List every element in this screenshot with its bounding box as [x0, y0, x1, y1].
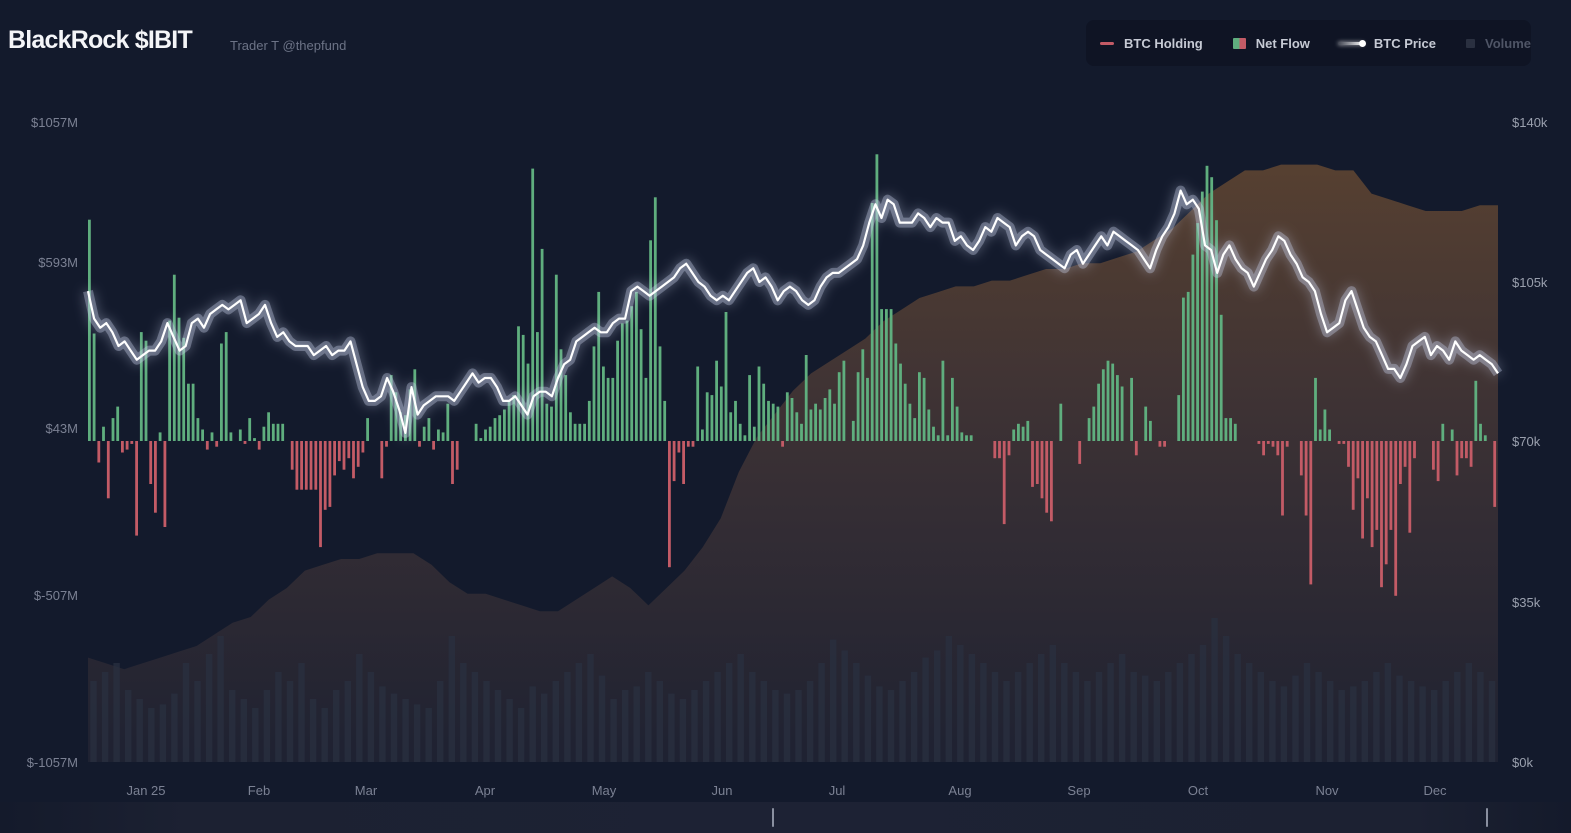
- left-axis-tick: $593M: [38, 255, 78, 270]
- x-axis-tick: Jul: [828, 783, 846, 798]
- x-axis-tick: Nov: [1315, 783, 1339, 798]
- btc-price-line: [83, 185, 1503, 438]
- x-axis-tick: Aug: [948, 783, 972, 798]
- legend-label: Net Flow: [1255, 35, 1310, 51]
- net-flow-bars: [88, 154, 1497, 596]
- x-axis-tick: Feb: [247, 783, 271, 798]
- legend-item-btc-price[interactable]: BTC Price: [1337, 35, 1437, 51]
- left-axis-tick: $-507M: [33, 588, 78, 603]
- legend-label: BTC Price: [1373, 35, 1437, 51]
- x-axis-tick: Mar: [354, 783, 378, 798]
- legend-label: BTC Holding: [1124, 35, 1203, 51]
- line-dot-swatch-icon: [1337, 39, 1366, 47]
- x-axis-tick: Apr: [474, 783, 496, 798]
- legend-label: Volume: [1485, 35, 1531, 51]
- left-axis-tick: $43M: [45, 421, 78, 436]
- volume-bars: [90, 618, 1496, 762]
- x-axis-tick: Dec: [1423, 783, 1447, 798]
- range-handle-left[interactable]: [772, 808, 774, 827]
- x-axis-tick: Jan 25: [126, 783, 166, 798]
- right-axis-tick: $0k: [1512, 755, 1533, 770]
- x-axis-tick: Oct: [1187, 783, 1209, 798]
- range-handle-right[interactable]: [1486, 808, 1488, 827]
- legend-item-btc-holding[interactable]: BTC Holding: [1100, 36, 1203, 51]
- legend-item-volume[interactable]: Volume: [1466, 36, 1531, 51]
- legend-item-net-flow[interactable]: Net Flow: [1232, 35, 1310, 51]
- left-axis-tick: $-1057M: [26, 755, 78, 770]
- right-axis-tick: $105k: [1512, 275, 1548, 290]
- left-axis-tick: $1057M: [31, 115, 78, 130]
- right-axis-tick: $140k: [1512, 115, 1548, 130]
- x-axis-tick: May: [591, 783, 617, 798]
- x-axis-tick: Sep: [1067, 783, 1091, 798]
- chart-author: Trader T @thepfund: [230, 38, 347, 53]
- btc-holding-area: [88, 164, 1498, 763]
- right-axis-tick: $70k: [1512, 434, 1541, 449]
- x-axis-tick: Jun: [711, 783, 733, 798]
- right-axis-tick: $35k: [1512, 595, 1541, 610]
- legend: BTC Holding Net Flow BTC Price Volume: [1086, 20, 1531, 66]
- chart-plot-area[interactable]: [0, 0, 1571, 800]
- line-swatch-icon: [1100, 41, 1114, 45]
- square-swatch-icon: [1466, 38, 1475, 48]
- range-navigator[interactable]: [0, 802, 1571, 833]
- chart-title: BlackRock $IBIT: [8, 26, 193, 54]
- bar-swatch-icon: [1232, 37, 1246, 49]
